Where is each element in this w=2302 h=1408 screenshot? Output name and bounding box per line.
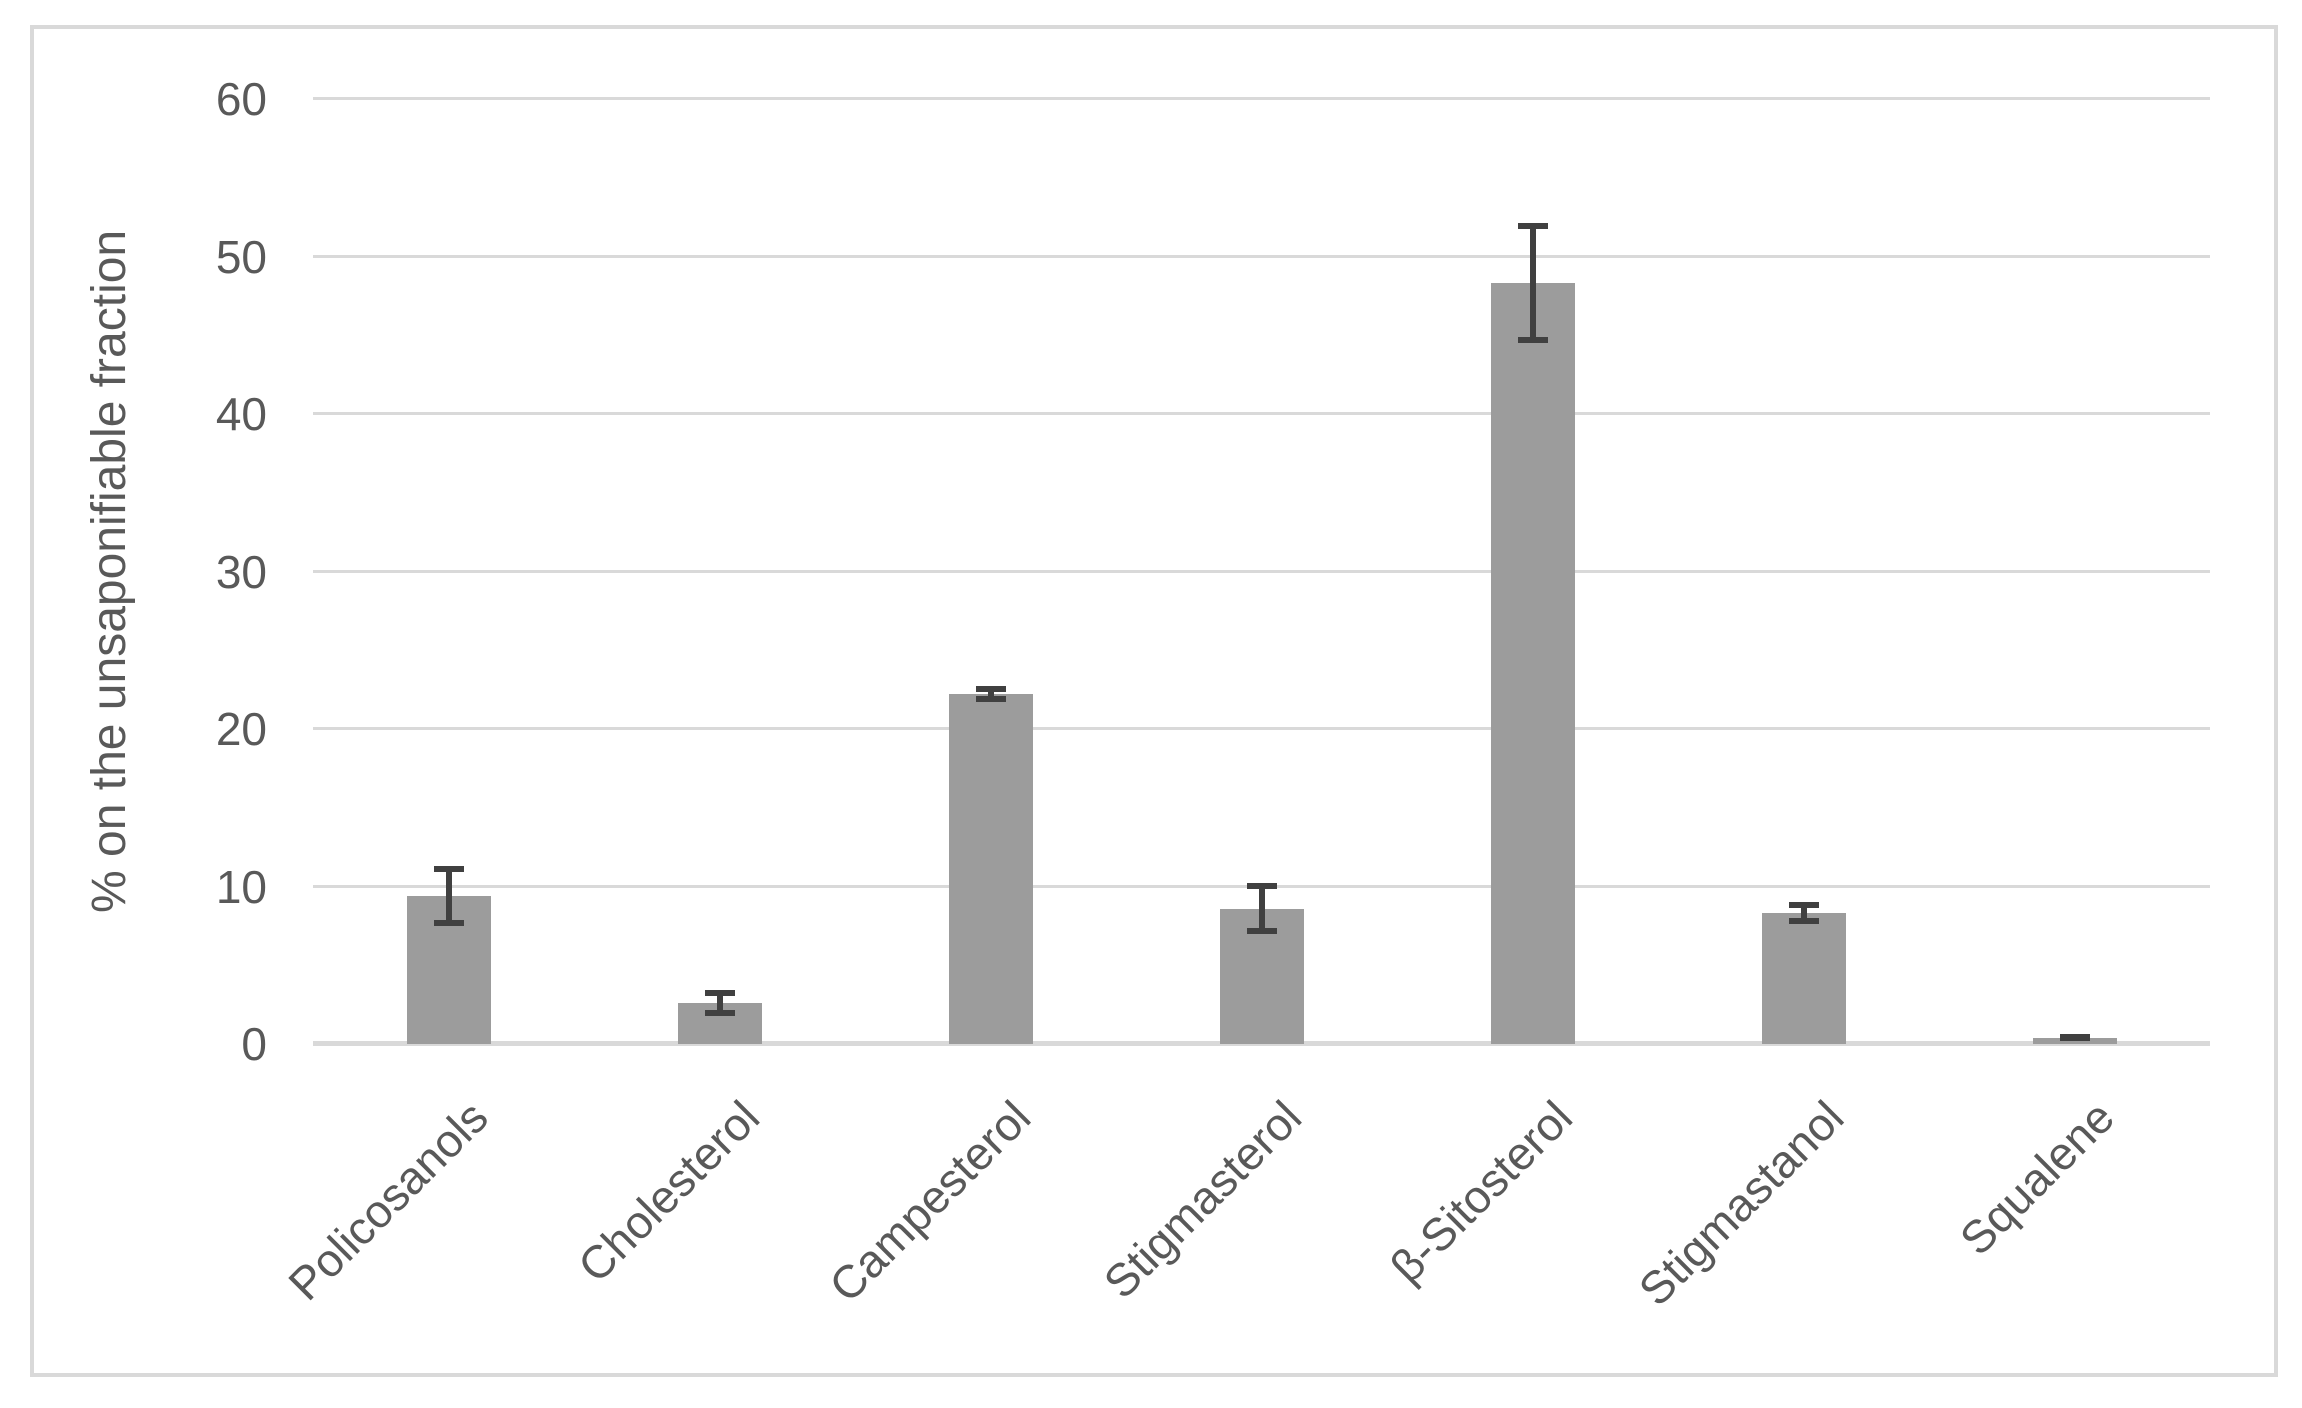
error-bar-cap-bottom (2059, 1034, 2090, 1041)
error-bar-line (716, 990, 723, 1016)
x-axis-label-campesterol: Campesterol (818, 1090, 1040, 1312)
x-axis-label-sitosterol: β-Sitosterol (1380, 1090, 1582, 1293)
y-tick-label-20: 20 (215, 703, 267, 755)
gridline-60 (313, 97, 2210, 100)
error-bar-cap-top (433, 866, 464, 873)
error-bar-line (987, 686, 994, 703)
x-axis-label-policosanols: Policosanols (278, 1090, 498, 1311)
x-axis-label-cholesterol: Cholesterol (567, 1090, 769, 1293)
y-tick-label-60: 60 (215, 73, 267, 125)
error-bar-stigmastanol (1788, 902, 1819, 925)
error-bar-line (1800, 902, 1807, 925)
error-bar-cholesterol (704, 990, 735, 1016)
error-bar-cap-top (1517, 223, 1548, 230)
bar-stigmastanol (1761, 913, 1846, 1044)
error-bar-stigmasterol (1246, 883, 1277, 934)
category-slot-campesterol: Campesterol (819, 99, 1126, 1312)
y-tick-label-40: 40 (215, 388, 267, 440)
gridline-50 (313, 254, 2210, 258)
x-axis-label-stigmastanol: Stigmastanol (1628, 1090, 1853, 1316)
bar-series: Policosanols Cholesterol Campesterol Stigma… (279, 99, 2210, 1316)
y-tick-label-10: 10 (215, 860, 267, 913)
x-axis-label-squalene: Squalene (1949, 1090, 2124, 1265)
plot-area: 0 10 20 30 40 50 60 Policosanols Cholesterol Camp… (216, 76, 2210, 1316)
category-slot-stigmastanol: Stigmastanol (1628, 99, 1939, 1316)
y-tick-label-50: 50 (215, 230, 267, 283)
error-bar-cap-bottom (704, 1009, 735, 1016)
error-bar-cap-bottom (1246, 927, 1277, 934)
bar-campesterol (948, 694, 1033, 1044)
gridline-40 (313, 412, 2210, 415)
category-slot-policosanols: Policosanols (279, 99, 584, 1310)
error-bar-campesterol (975, 686, 1006, 703)
bar-sitosterol (1490, 283, 1575, 1044)
error-bar-line (1529, 223, 1536, 344)
error-bar-sitosterol (1517, 223, 1548, 344)
y-tick-label-30: 30 (215, 545, 267, 598)
error-bar-cap-bottom (1517, 337, 1548, 344)
error-bar-cap-top (704, 990, 735, 997)
category-slot-cholesterol: Cholesterol (568, 99, 855, 1292)
error-bar-cap-top (975, 686, 1006, 693)
gridline-20 (313, 727, 2210, 730)
error-bar-policosanols (433, 866, 464, 926)
y-tick-label-0: 0 (241, 1018, 267, 1070)
category-slot-stigmasterol: Stigmasterol (1093, 99, 1397, 1308)
x-axis-label-stigmasterol: Stigmasterol (1093, 1090, 1311, 1309)
error-bar-line (445, 866, 452, 926)
error-bar-cap-top (1788, 902, 1819, 909)
error-bar-cap-bottom (975, 696, 1006, 703)
error-bar-cap-bottom (1788, 918, 1819, 925)
category-slot-sitosterol: β-Sitosterol (1380, 99, 1668, 1293)
gridline-30 (313, 569, 2210, 573)
error-bar-squalene (2059, 1034, 2090, 1042)
error-bar-cap-bottom (433, 919, 464, 926)
error-bar-line (1258, 883, 1265, 934)
chart-frame: % on the unsaponifiable fraction 0 10 20 30… (30, 25, 2278, 1377)
category-slot-squalene: Squalene (1939, 99, 2210, 1265)
error-bar-cap-top (1246, 883, 1277, 890)
